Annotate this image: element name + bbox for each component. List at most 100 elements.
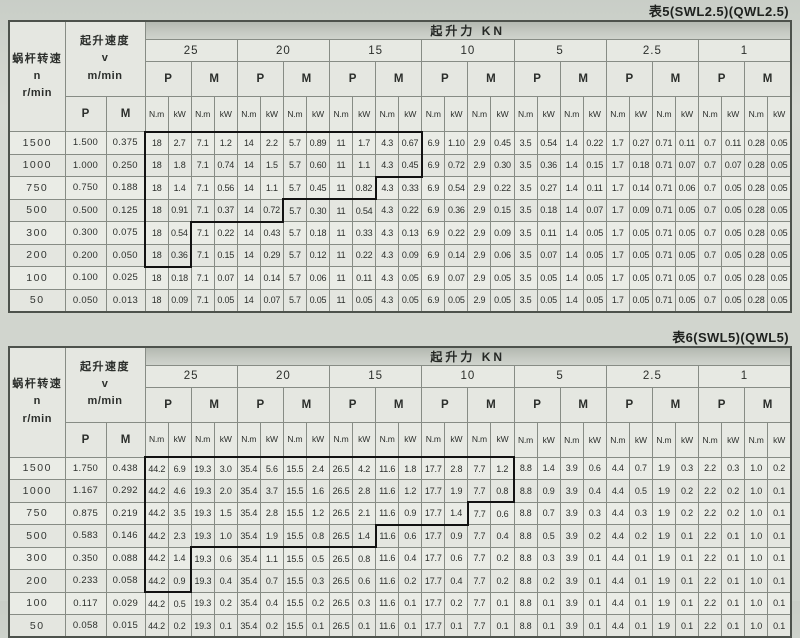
- lift-speed-unit: m/min: [66, 393, 145, 410]
- rpm-cell: 1000: [9, 480, 65, 503]
- load-header-20: 20: [237, 40, 329, 62]
- lift-force-header-cell: 起升力 KN: [145, 347, 791, 366]
- lift-force-header-cell: 起升力 KN: [145, 21, 791, 40]
- value-cell: 0.05: [629, 222, 652, 245]
- value-cell: 0.15: [214, 244, 237, 267]
- unit-header-kw: kW: [491, 97, 514, 132]
- rpm-cell: 750: [9, 177, 65, 200]
- value-cell: 35.4: [237, 502, 260, 525]
- value-cell: 0.09: [399, 244, 422, 267]
- value-cell: 18: [145, 177, 168, 200]
- value-cell: 26.5: [330, 457, 353, 480]
- value-cell: 15.5: [283, 525, 306, 548]
- unit-header-kw: kW: [675, 422, 698, 457]
- value-cell: 0.71: [652, 289, 675, 312]
- value-cell: 0.3: [537, 547, 560, 570]
- value-cell: 4.3: [376, 222, 399, 245]
- value-cell: 0.71: [652, 244, 675, 267]
- value-cell: 0.07: [214, 267, 237, 290]
- value-cell: 0.71: [652, 267, 675, 290]
- unit-header-kw: kW: [722, 97, 745, 132]
- value-cell: 0.1: [675, 570, 698, 593]
- value-cell: 0.7: [699, 132, 722, 155]
- value-cell: 0.11: [353, 267, 376, 290]
- speed-p-cell: 0.233: [65, 570, 106, 593]
- unit-header-nm: N.m: [422, 97, 445, 132]
- value-cell: 0.4: [491, 525, 514, 548]
- value-cell: 0.4: [583, 480, 606, 503]
- value-cell: 0.28: [745, 199, 768, 222]
- unit-header-nm: N.m: [606, 97, 629, 132]
- unit-header-kw: kW: [445, 97, 468, 132]
- value-cell: 0.15: [491, 199, 514, 222]
- value-cell: 18: [145, 267, 168, 290]
- unit-header-nm: N.m: [745, 97, 768, 132]
- value-cell: 0.1: [675, 547, 698, 570]
- value-cell: 0.1: [583, 615, 606, 638]
- value-cell: 4.3: [376, 267, 399, 290]
- unit-header-nm: N.m: [376, 97, 399, 132]
- value-cell: 0.36: [445, 199, 468, 222]
- value-cell: 1.9: [652, 547, 675, 570]
- value-cell: 4.2: [353, 457, 376, 480]
- lift-speed-label: 起升速度: [66, 33, 145, 50]
- value-cell: 1.4: [560, 154, 583, 177]
- value-cell: 0.14: [445, 244, 468, 267]
- value-cell: 11: [330, 267, 353, 290]
- value-cell: 0.18: [537, 199, 560, 222]
- value-cell: 0.05: [768, 222, 791, 245]
- value-cell: 1.7: [606, 222, 629, 245]
- unit-header-nm: N.m: [191, 422, 214, 457]
- value-cell: 0.1: [768, 547, 791, 570]
- value-cell: 11.6: [376, 615, 399, 638]
- load-header-2.5: 2.5: [606, 365, 698, 387]
- value-cell: 19.3: [191, 457, 214, 480]
- value-cell: 4.6: [168, 480, 191, 503]
- value-cell: 1.9: [652, 592, 675, 615]
- value-cell: 11.6: [376, 592, 399, 615]
- load-header-15: 15: [330, 40, 422, 62]
- rpm-cell: 500: [9, 525, 65, 548]
- value-cell: 0.30: [491, 154, 514, 177]
- value-cell: 0.07: [537, 244, 560, 267]
- value-cell: 6.9: [422, 199, 445, 222]
- value-cell: 1.4: [560, 177, 583, 200]
- value-cell: 0.6: [445, 547, 468, 570]
- value-cell: 0.22: [214, 222, 237, 245]
- value-cell: 3.0: [214, 457, 237, 480]
- value-cell: 14: [237, 199, 260, 222]
- m-header-15: M: [376, 62, 422, 97]
- value-cell: 35.4: [237, 457, 260, 480]
- value-cell: 18: [145, 244, 168, 267]
- value-cell: 4.4: [606, 547, 629, 570]
- unit-header-kw: kW: [537, 422, 560, 457]
- value-cell: 4.3: [376, 199, 399, 222]
- value-cell: 0.2: [675, 480, 698, 503]
- value-cell: 0.7: [699, 267, 722, 290]
- value-cell: 1.9: [445, 480, 468, 503]
- value-cell: 8.8: [514, 480, 537, 503]
- m-header-2.5: M: [652, 387, 698, 422]
- value-cell: 0.72: [260, 199, 283, 222]
- speed-m-cell: 0.188: [106, 177, 145, 200]
- value-cell: 0.1: [675, 615, 698, 638]
- speed-m-cell: 0.050: [106, 244, 145, 267]
- value-cell: 0.18: [306, 222, 329, 245]
- speed-p-cell: 0.875: [65, 502, 106, 525]
- value-cell: 0.05: [675, 199, 698, 222]
- unit-header-kw: kW: [260, 97, 283, 132]
- value-cell: 2.9: [468, 289, 491, 312]
- value-cell: 0.45: [306, 177, 329, 200]
- value-cell: 0.05: [583, 222, 606, 245]
- speed-m-cell: 0.075: [106, 222, 145, 245]
- speed-m-cell: 0.146: [106, 525, 145, 548]
- p-header-15: P: [330, 62, 376, 97]
- value-cell: 2.9: [468, 154, 491, 177]
- value-cell: 0.71: [652, 222, 675, 245]
